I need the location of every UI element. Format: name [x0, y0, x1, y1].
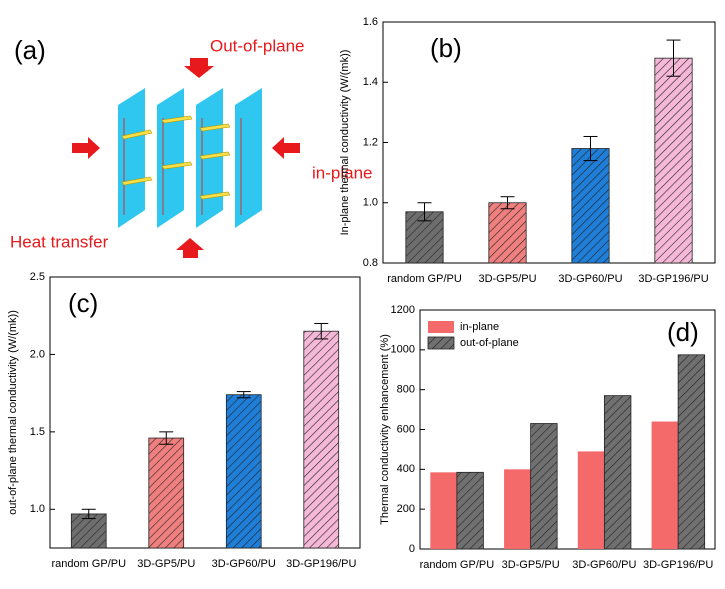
error-bar — [583, 135, 598, 162]
bar — [577, 451, 605, 549]
x-tick-label: 3D-GP196/PU — [286, 558, 356, 570]
x-tick-label: 3D-GP196/PU — [638, 273, 708, 285]
diagram: (a) Out-of-plane in-plane Heat transfer — [10, 35, 373, 258]
y-tick-label: 1.5 — [30, 426, 45, 438]
y-tick-label: 0 — [409, 543, 415, 555]
y-axis-label: out-of-plane thermal conductivity (W/(mk… — [7, 310, 19, 515]
bar — [677, 354, 706, 550]
y-tick-label: 400 — [397, 463, 415, 475]
y-tick-label: 1000 — [391, 344, 415, 356]
bar — [654, 57, 693, 264]
error-bar — [417, 202, 432, 222]
y-tick-label: 1.2 — [363, 136, 378, 148]
x-tick-label: random GP/PU — [51, 558, 126, 570]
panel-label: (a) — [14, 35, 46, 65]
bar — [303, 330, 340, 549]
y-tick-label: 1200 — [391, 304, 415, 316]
bar — [530, 423, 558, 550]
error-bar — [500, 196, 515, 210]
bar — [225, 394, 262, 549]
x-tick-label: 3D-GP60/PU — [212, 558, 276, 570]
arrow — [72, 137, 100, 159]
y-tick-label: 2.0 — [30, 348, 45, 360]
y-tick-label: 1.4 — [363, 76, 378, 88]
y-axis-label: In-plane thermal conductivity (W/(mk)) — [339, 50, 351, 236]
panel-label: (d) — [667, 317, 699, 347]
legend-label: out-of-plane — [460, 337, 519, 349]
y-tick-label: 800 — [397, 384, 415, 396]
bar — [488, 202, 527, 264]
out-of-plane-label: Out-of-plane — [210, 36, 305, 55]
error-bar — [81, 508, 96, 520]
heat-transfer-label: Heat transfer — [10, 232, 109, 251]
panel-label: (c) — [68, 288, 98, 318]
y-tick-label: 1.0 — [363, 197, 378, 209]
y-tick-label: 1.6 — [363, 16, 378, 28]
x-tick-label: 3D-GP60/PU — [572, 559, 636, 571]
y-tick-label: 200 — [397, 503, 415, 515]
arrow — [272, 137, 300, 159]
legend-label: in-plane — [460, 321, 499, 333]
y-tick-label: 2.5 — [30, 271, 45, 283]
error-bar — [666, 39, 681, 77]
in-plane-label: in-plane — [312, 163, 373, 182]
bar — [571, 148, 610, 264]
y-tick-label: 600 — [397, 423, 415, 435]
bar — [603, 395, 632, 550]
arrow — [176, 238, 204, 258]
bar — [456, 471, 484, 550]
x-tick-label: random GP/PU — [387, 273, 462, 285]
panel-label: (b) — [430, 33, 462, 63]
fillers — [121, 115, 231, 200]
x-tick-label: 3D-GP5/PU — [502, 559, 560, 571]
error-bar — [314, 322, 329, 340]
x-tick-label: 3D-GP5/PU — [478, 273, 536, 285]
error-bar — [236, 391, 251, 399]
sheets — [118, 88, 262, 228]
y-tick-label: 1.0 — [30, 503, 45, 515]
legend-swatch — [427, 336, 455, 350]
x-tick-label: 3D-GP5/PU — [137, 558, 195, 570]
bar — [430, 472, 457, 549]
bar — [504, 469, 531, 549]
y-axis-label: Thermal conductivity enhancement (%) — [379, 334, 391, 525]
plot-frame — [49, 276, 361, 549]
bar — [70, 513, 107, 549]
arrow — [184, 58, 214, 78]
x-tick-label: 3D-GP196/PU — [643, 559, 713, 571]
x-tick-label: random GP/PU — [420, 559, 495, 571]
error-bar — [159, 431, 174, 445]
legend-swatch — [428, 321, 454, 333]
x-tick-label: 3D-GP60/PU — [558, 273, 622, 285]
y-tick-label: 0.8 — [363, 257, 378, 269]
bar — [651, 421, 679, 549]
bar — [148, 437, 185, 549]
